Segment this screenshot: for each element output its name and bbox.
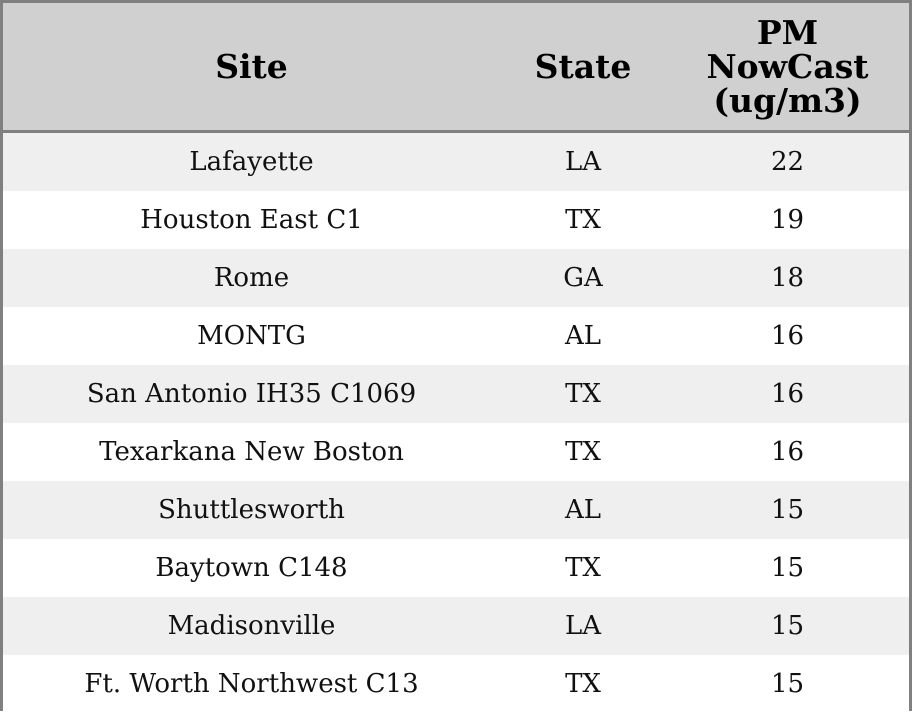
table-cell: TX (500, 655, 666, 713)
column-header: PM NowCast (ug/m3) (666, 3, 909, 132)
header-row: Site State PM NowCast (ug/m3) (3, 3, 909, 132)
column-header: State (500, 3, 666, 132)
column-header-text: PM NowCast (ug/m3) (706, 16, 868, 118)
table-cell: AL (500, 481, 666, 539)
table-cell: 15 (666, 539, 909, 597)
table-cell: TX (500, 423, 666, 481)
table-cell: GA (500, 249, 666, 307)
table-cell: Shuttlesworth (3, 481, 500, 539)
table-cell: 15 (666, 597, 909, 655)
column-header-text: State (535, 50, 632, 84)
table-cell: AL (500, 307, 666, 365)
table-cell: Ft. Worth Northwest C13 (3, 655, 500, 713)
column-header-text: Site (215, 50, 288, 84)
table-cell: Baytown C148 (3, 539, 500, 597)
table-cell: Houston East C1 (3, 191, 500, 249)
table-cell: 15 (666, 481, 909, 539)
table-cell: LA (500, 132, 666, 192)
table-cell: LA (500, 597, 666, 655)
table-cell: 19 (666, 191, 909, 249)
table-cell: 18 (666, 249, 909, 307)
table-cell: TX (500, 539, 666, 597)
column-header: Site (3, 3, 500, 132)
table-cell: 22 (666, 132, 909, 192)
table-cell: Texarkana New Boston (3, 423, 500, 481)
table-cell: 15 (666, 655, 909, 713)
table-cell: San Antonio IH35 C1069 (3, 365, 500, 423)
table-cell: Lafayette (3, 132, 500, 192)
table-cell: TX (500, 365, 666, 423)
table-cell: 16 (666, 365, 909, 423)
table-cell: 16 (666, 423, 909, 481)
table-cell: Rome (3, 249, 500, 307)
table-cell: 16 (666, 307, 909, 365)
table-cell: Madisonville (3, 597, 500, 655)
table-cell: MONTG (3, 307, 500, 365)
table-cell: TX (500, 191, 666, 249)
